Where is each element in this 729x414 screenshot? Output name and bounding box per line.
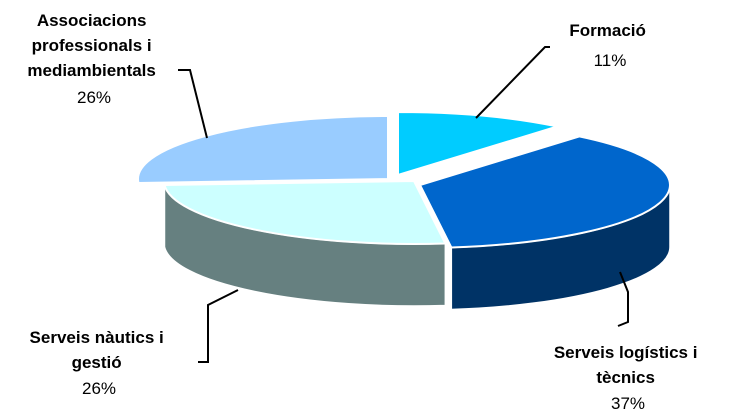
pie-slice-logistics — [418, 135, 671, 249]
label-logistics-line1: Serveis logístics i — [554, 343, 698, 362]
label-formacio-name: Formació — [569, 21, 646, 40]
pie-slice-associacions — [137, 114, 389, 184]
label-logistics-line2: tècnics — [596, 368, 655, 387]
leader-line-nautics — [198, 289, 239, 363]
label-logistics-pct: 37% — [611, 394, 645, 413]
pie-slice-formacio — [397, 110, 558, 177]
label-formacio-pct: 11% — [594, 51, 627, 70]
label-associacions-line1: Associacions — [37, 11, 147, 30]
leader-line-associacions — [178, 69, 208, 139]
label-nautics-line2: gestió — [72, 353, 122, 372]
label-nautics-pct: 26% — [82, 379, 116, 398]
label-associacions-line3: mediambientals — [27, 61, 156, 80]
label-logistics: Serveis logístics i tècnics 37% — [554, 343, 702, 413]
label-associacions: Associacions professionals i mediambient… — [27, 11, 160, 107]
label-nautics-line1: Serveis nàutics i — [30, 328, 164, 347]
leader-line-logistics — [617, 271, 629, 327]
label-associacions-pct: 26% — [77, 88, 111, 107]
label-associacions-line2: professionals i — [32, 36, 152, 55]
pie-tops — [137, 110, 671, 249]
label-formacio: Formació 11% — [569, 21, 650, 70]
label-nautics: Serveis nàutics i gestió 26% — [30, 328, 169, 398]
pie-slice-nautics — [163, 179, 447, 245]
leader-line-formacio — [475, 46, 550, 119]
